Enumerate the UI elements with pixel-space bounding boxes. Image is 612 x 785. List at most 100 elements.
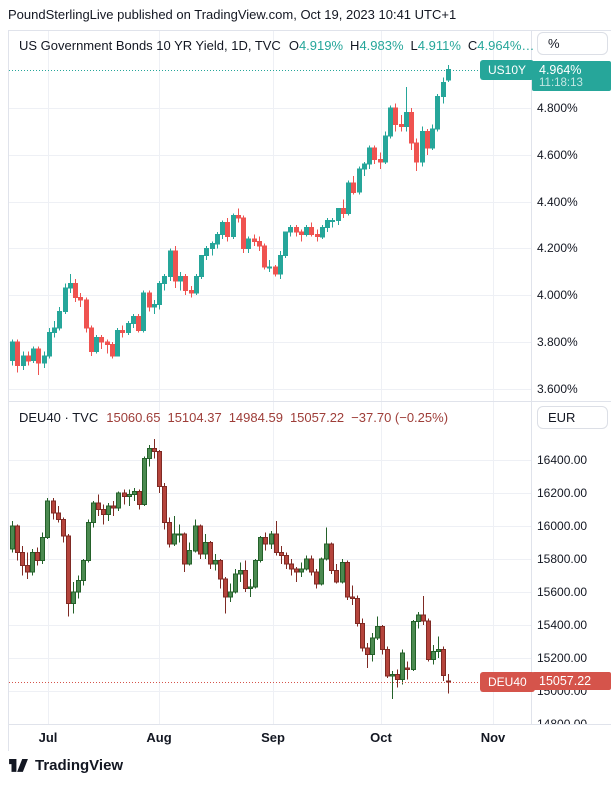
candle xyxy=(96,502,101,511)
candle xyxy=(329,543,334,572)
candle xyxy=(355,598,360,624)
candle xyxy=(404,112,409,128)
candle xyxy=(120,329,125,334)
candle xyxy=(57,311,62,329)
candle xyxy=(330,219,335,222)
ohlc-item: L4.911% xyxy=(410,37,461,53)
price-axis-label: 15600.00 xyxy=(537,585,588,599)
candle xyxy=(84,299,89,329)
candle xyxy=(340,561,345,583)
candle xyxy=(71,591,76,605)
candle xyxy=(334,570,339,583)
candle xyxy=(66,535,71,605)
candle xyxy=(215,233,220,245)
candle xyxy=(45,500,50,538)
pane-chart-us10y xyxy=(9,31,531,401)
price-axis-label: 15200.00 xyxy=(537,651,588,665)
candle xyxy=(304,558,309,570)
candle xyxy=(31,348,36,362)
time-axis-label-oct: Oct xyxy=(370,730,392,745)
candle xyxy=(446,69,451,81)
candle xyxy=(375,626,380,639)
pane-chart-deu40 xyxy=(9,402,531,724)
candle xyxy=(73,283,78,298)
candle xyxy=(30,551,35,573)
time-axis-label-sep: Sep xyxy=(261,730,285,745)
candle xyxy=(416,614,421,623)
candle xyxy=(395,674,400,680)
candle xyxy=(89,327,94,352)
candle xyxy=(218,560,223,580)
candle xyxy=(136,315,141,331)
candle xyxy=(385,649,390,677)
time-axis-label-aug: Aug xyxy=(146,730,172,745)
chart-widget-inner: US Government Bonds 10 YR Yield, 1D, TVC… xyxy=(9,31,611,751)
candle xyxy=(421,614,426,622)
pane-header-deu40: DEU40 · TVC 15060.65 15104.37 14984.59 1505… xyxy=(19,407,448,427)
candle xyxy=(409,112,414,144)
candle xyxy=(220,222,225,235)
candle xyxy=(393,107,398,125)
candle xyxy=(132,490,137,496)
price-axis-label: 3.600% xyxy=(537,381,578,396)
candle xyxy=(52,327,57,334)
candle xyxy=(243,570,248,590)
candle xyxy=(436,649,441,652)
ohlc-values-us10y: O4.919% H4.983% L4.911% C4.964%… xyxy=(289,38,535,53)
candle xyxy=(86,522,91,562)
pane-title-us10y: US Government Bonds 10 YR Yield, 1D, TVC xyxy=(19,37,281,53)
candle xyxy=(91,502,96,524)
candle xyxy=(274,533,279,553)
candle xyxy=(288,226,293,233)
symbol-badge-us10y: US10Y xyxy=(480,59,535,80)
candle xyxy=(378,159,383,163)
unit-label-percent: % xyxy=(548,36,560,51)
candle xyxy=(131,315,136,324)
candle xyxy=(390,674,395,677)
candle xyxy=(405,667,410,671)
candle xyxy=(63,287,68,313)
candle xyxy=(35,551,40,562)
candle xyxy=(279,551,284,557)
candle xyxy=(183,276,188,291)
unit-box-percent: % xyxy=(537,32,608,55)
candle xyxy=(127,494,132,497)
candle xyxy=(425,130,430,149)
candle xyxy=(10,525,15,550)
candle xyxy=(341,208,346,214)
candle xyxy=(241,217,246,249)
tradingview-footer-link[interactable]: TradingView xyxy=(9,757,123,774)
candle xyxy=(141,292,146,331)
candle xyxy=(346,182,351,214)
candle xyxy=(189,290,194,294)
candle xyxy=(430,128,435,149)
candle xyxy=(36,348,41,364)
candle xyxy=(157,283,162,306)
candle xyxy=(225,222,230,238)
price-axis-divider xyxy=(531,31,532,750)
price-axis-label: 4.400% xyxy=(537,194,578,209)
candle xyxy=(115,329,120,357)
candle xyxy=(420,130,425,163)
ohlc-item: C4.964%… xyxy=(467,37,535,53)
candle xyxy=(325,219,330,228)
candle xyxy=(246,238,251,250)
price-axis-label: 16000.00 xyxy=(537,519,588,533)
candle xyxy=(105,341,110,345)
candle xyxy=(147,292,152,308)
candle xyxy=(162,276,167,284)
candle xyxy=(289,563,294,570)
candle xyxy=(372,147,377,161)
candle xyxy=(21,355,26,367)
time-axis: Jul Aug Sep Oct Nov xyxy=(9,724,611,751)
tradingview-wordmark: TradingView xyxy=(35,757,124,774)
candle xyxy=(187,550,192,565)
candle xyxy=(25,565,30,573)
unit-box-eur: EUR xyxy=(537,406,608,429)
candle xyxy=(15,341,20,366)
unit-label-eur: EUR xyxy=(548,410,576,425)
candle xyxy=(238,570,243,575)
candle xyxy=(78,297,83,301)
tradingview-logo-icon xyxy=(9,759,28,772)
